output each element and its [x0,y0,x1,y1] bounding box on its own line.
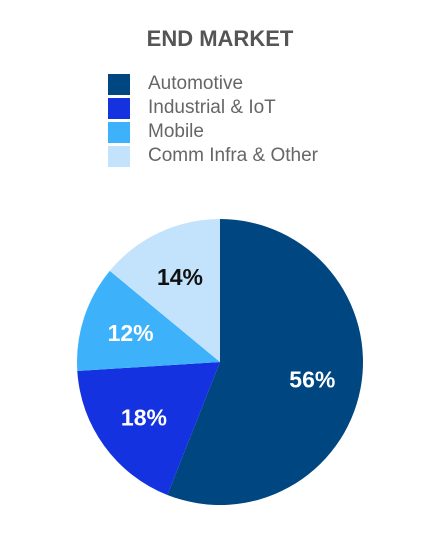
pie-slice-mobile [77,270,220,371]
legend: Automotive Industrial & IoT Mobile Comm … [108,72,318,168]
legend-label-mobile: Mobile [148,121,204,142]
legend-label-industrial-iot: Industrial & IoT [148,97,276,118]
legend-swatch-industrial-iot [108,97,130,119]
legend-swatch-mobile [108,121,130,143]
pie-slice-comm-infra-other [109,219,220,362]
legend-swatch-comm-infra-other [108,145,130,167]
chart-title: END MARKET [146,26,294,51]
data-label-comm-infra-other: 14% [157,264,203,290]
legend-swatch-automotive [108,73,130,95]
legend-item-comm-infra-other: Comm Infra & Other [108,144,318,168]
pie-slice-automotive [167,219,363,505]
legend-item-automotive: Automotive [108,72,318,96]
legend-label-comm-infra-other: Comm Infra & Other [148,145,318,166]
pie-slice-industrial-iot [77,362,220,495]
data-label-automotive: 56% [289,367,335,393]
data-label-industrial-iot: 18% [121,404,167,430]
legend-label-automotive: Automotive [148,73,244,94]
data-label-mobile: 12% [108,320,154,346]
legend-item-industrial-iot: Industrial & IoT [108,96,318,120]
legend-item-mobile: Mobile [108,120,318,144]
